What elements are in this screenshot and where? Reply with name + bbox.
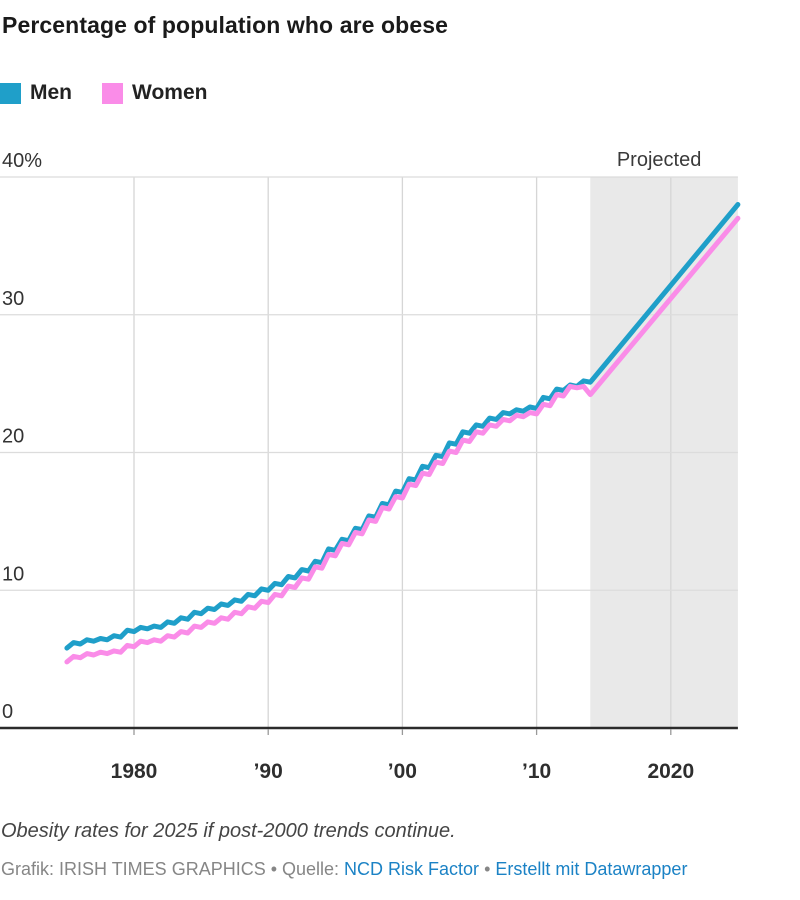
men-legend-label: Men (30, 81, 72, 104)
footnote: Obesity rates for 2025 if post-2000 tren… (1, 820, 456, 842)
credit-text: Grafik: IRISH TIMES GRAPHICS • Quelle: (1, 859, 345, 879)
women-legend-swatch (102, 82, 123, 104)
x-axis-tick-label: ’90 (254, 760, 283, 783)
x-axis-tick-label: 2020 (647, 760, 694, 783)
y-axis-tick-label: 30 (2, 288, 24, 310)
men-legend-swatch (0, 82, 21, 104)
legend-item-men: Men (0, 81, 72, 105)
men-data-line (64, 202, 741, 651)
x-axis-tick-label: ’00 (388, 760, 417, 783)
byline: Grafik: IRISH TIMES GRAPHICS • Quelle: N… (1, 859, 687, 880)
projected-label: Projected (617, 149, 702, 171)
y-axis-tick-label: 20 (2, 426, 24, 448)
y-axis-tick-label: 10 (2, 563, 24, 585)
datawrapper-link[interactable]: Erstellt mit Datawrapper (495, 859, 688, 879)
women-data-line (64, 215, 741, 665)
women-legend-label: Women (132, 81, 208, 104)
chart-title: Percentage of population who are obese (2, 12, 448, 38)
y-axis-tick-label: 40% (2, 150, 42, 172)
x-axis-tick-label: ’10 (522, 760, 551, 783)
source-link[interactable]: NCD Risk Factor (344, 859, 480, 879)
x-axis-tick-label: 1980 (111, 760, 158, 783)
byline-separator: • (479, 859, 496, 879)
legend-item-women: Women (102, 81, 207, 105)
y-axis-tick-label: 0 (2, 701, 13, 723)
obesity-line-chart: 0 10 20 30 40% 1980 ’90 ’00 ’10 2020 Projected (0, 149, 741, 783)
legend: Men Women (0, 81, 207, 105)
